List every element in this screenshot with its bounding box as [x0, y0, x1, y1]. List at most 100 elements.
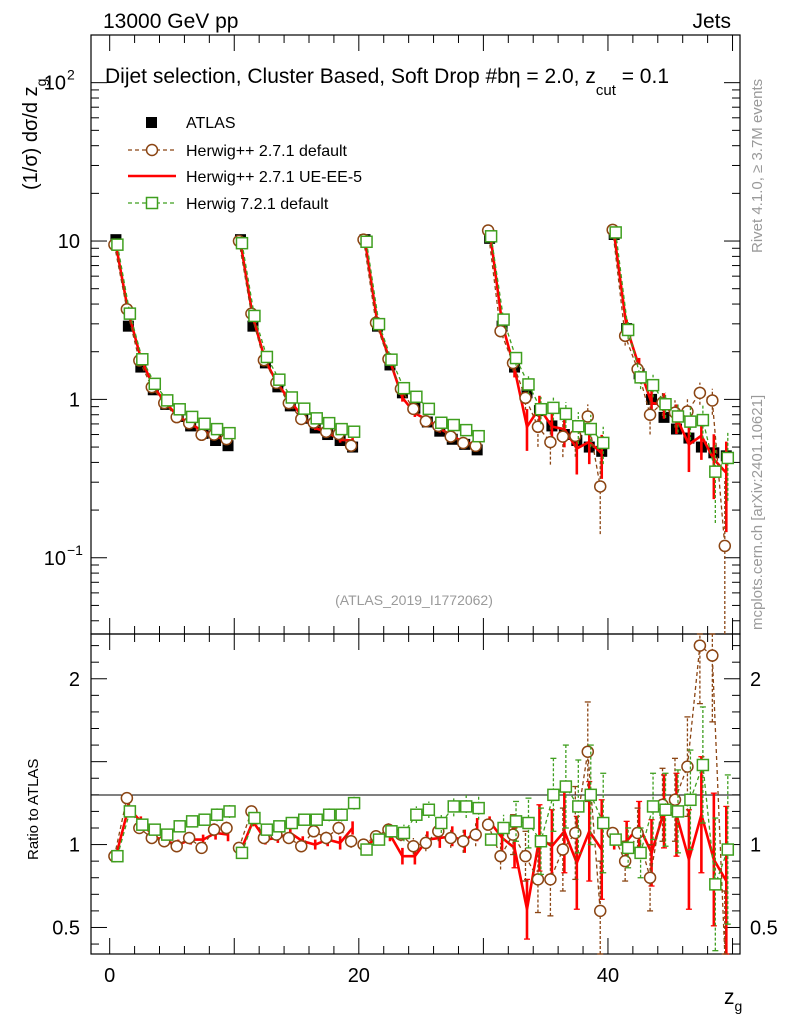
ratio-point-herwig7 — [136, 818, 149, 831]
series-line — [487, 230, 601, 487]
ratio-point-herwigpp-default — [182, 831, 196, 845]
ratio-point-herwigpp-default — [295, 839, 308, 853]
ratio-point-herwig7 — [347, 796, 361, 810]
data-point-herwig7 — [198, 417, 211, 431]
ratio-point-herwig7 — [534, 835, 548, 848]
data-point-herwig7 — [335, 422, 348, 436]
analysis-label: (ATLAS_2019_I1772062) — [335, 592, 493, 608]
ratio-series-line — [488, 820, 603, 910]
ratio-plot-frame — [90, 633, 741, 955]
ratio-point-herwigpp-default — [631, 826, 644, 840]
series-line — [116, 244, 230, 434]
plot-title-tail: = 0.1 — [616, 65, 669, 88]
data-point-herwig7 — [123, 307, 137, 320]
ratio-point-herwig7 — [385, 825, 398, 838]
ratio-plot-series — [108, 633, 735, 955]
ratio-point-herwig7 — [547, 788, 560, 802]
y-tick-label: 10 — [44, 73, 66, 95]
ratio-point-herwig7 — [596, 816, 610, 830]
ratio-point-herwig7 — [671, 805, 685, 818]
data-point-herwigpp-default — [344, 439, 358, 452]
series-line — [488, 229, 603, 455]
ratio-point-herwigpp-default — [618, 854, 632, 868]
ratio-point-herwig7 — [721, 843, 735, 856]
data-point-herwigpp-default — [693, 386, 707, 400]
ratio-point-herwig7 — [335, 808, 348, 821]
ratio-point-herwig7 — [223, 805, 236, 818]
ratio-point-herwig7 — [684, 793, 697, 807]
data-point-herwigpp-default — [531, 420, 545, 434]
ratio-point-herwigpp-default — [544, 873, 557, 886]
ratio-point-herwig7 — [298, 813, 311, 826]
plot-title-eta: η = 2.0, z — [509, 65, 596, 88]
series-line — [363, 240, 478, 446]
y-axis-label-main: (1/σ) dσ/d z — [20, 86, 42, 190]
data-point-herwig7 — [509, 351, 523, 365]
data-point-herwigpp-default — [544, 435, 557, 449]
ratio-point-herwig7 — [360, 843, 373, 856]
data-point-atlas — [135, 361, 147, 373]
series-line — [114, 244, 229, 443]
ratio-point-herwig7 — [235, 846, 249, 860]
ratio-point-herwig7 — [609, 833, 622, 846]
plot-title: Dijet selection, Cluster Based, Soft Dro… — [105, 65, 669, 99]
ratio-point-herwigpp-default — [344, 835, 358, 848]
mcplots-label: mcplots.cern.ch [arXiv:2401.10621] — [749, 395, 766, 630]
ratio-series-line — [239, 818, 354, 852]
ratio-point-herwig7 — [459, 800, 473, 813]
series-line — [238, 240, 352, 447]
ratio-point-herwig7 — [372, 833, 386, 846]
series-line — [239, 242, 353, 442]
x-axis-ticks: 0 20 40 — [104, 35, 734, 987]
ratio-point-herwigpp-default — [494, 849, 507, 863]
energy-label: 13000 GeV pp — [103, 10, 238, 33]
data-point-herwig7 — [298, 402, 311, 415]
ratio-tick-label-right: 2 — [750, 669, 761, 691]
ratio-point-herwig7 — [497, 821, 510, 835]
data-point-herwig7 — [111, 238, 124, 251]
data-point-herwigpp-default — [706, 394, 719, 407]
x-tick-label: 0 — [104, 965, 115, 987]
data-point-herwigpp-default — [295, 412, 308, 426]
data-point-herwigpp-default — [593, 480, 607, 493]
legend-label-herwig7: Herwig 7.2.1 default — [186, 196, 329, 213]
data-point-herwig7 — [422, 402, 436, 416]
data-point-herwig7 — [634, 371, 647, 384]
main-plot-series — [108, 223, 735, 634]
ratio-tick-label-right: 0.5 — [750, 917, 778, 939]
ratio-point-herwig7 — [198, 813, 211, 826]
data-point-herwig7 — [497, 313, 510, 326]
ratio-point-herwig7 — [584, 788, 598, 802]
data-point-herwig7 — [459, 423, 473, 437]
data-point-herwig7 — [410, 390, 423, 404]
y-tick-label: 1 — [69, 389, 80, 411]
series-line — [113, 244, 227, 440]
ratio-point-herwigpp-default — [681, 760, 694, 773]
data-point-herwig7 — [185, 410, 199, 424]
ratio-point-herwig7 — [709, 878, 722, 891]
ratio-point-herwigpp-default — [506, 828, 520, 841]
ratio-point-herwigpp-default — [319, 831, 333, 845]
ratio-point-herwig7 — [435, 816, 448, 830]
legend: ATLAS Herwig++ 2.7.1 default Herwig++ 2.… — [128, 115, 362, 213]
ratio-point-herwigpp-default — [593, 904, 607, 918]
ratio-point-herwigpp-default — [282, 831, 296, 845]
ratio-point-herwigpp-default — [307, 825, 320, 838]
ratio-tick-label: 0.5 — [52, 917, 80, 939]
process-label: Jets — [692, 10, 731, 33]
plot-title-main: Dijet selection, Cluster Based, Soft Dro… — [105, 65, 509, 88]
data-point-herwig7 — [248, 309, 261, 323]
ratio-point-herwig7 — [160, 828, 174, 841]
data-point-herwig7 — [136, 353, 149, 366]
ratio-point-herwigpp-default — [469, 828, 482, 841]
ratio-point-herwigpp-default — [706, 649, 719, 662]
data-point-herwig7 — [646, 378, 660, 392]
data-point-herwig7 — [584, 422, 598, 436]
data-point-herwig7 — [621, 323, 635, 337]
ratio-point-herwigpp-default — [407, 839, 420, 853]
series-line — [362, 239, 476, 447]
x-tick-label: 20 — [348, 965, 370, 987]
ratio-point-herwigpp-default — [419, 836, 433, 850]
x-axis-label-main: z — [724, 986, 735, 1009]
